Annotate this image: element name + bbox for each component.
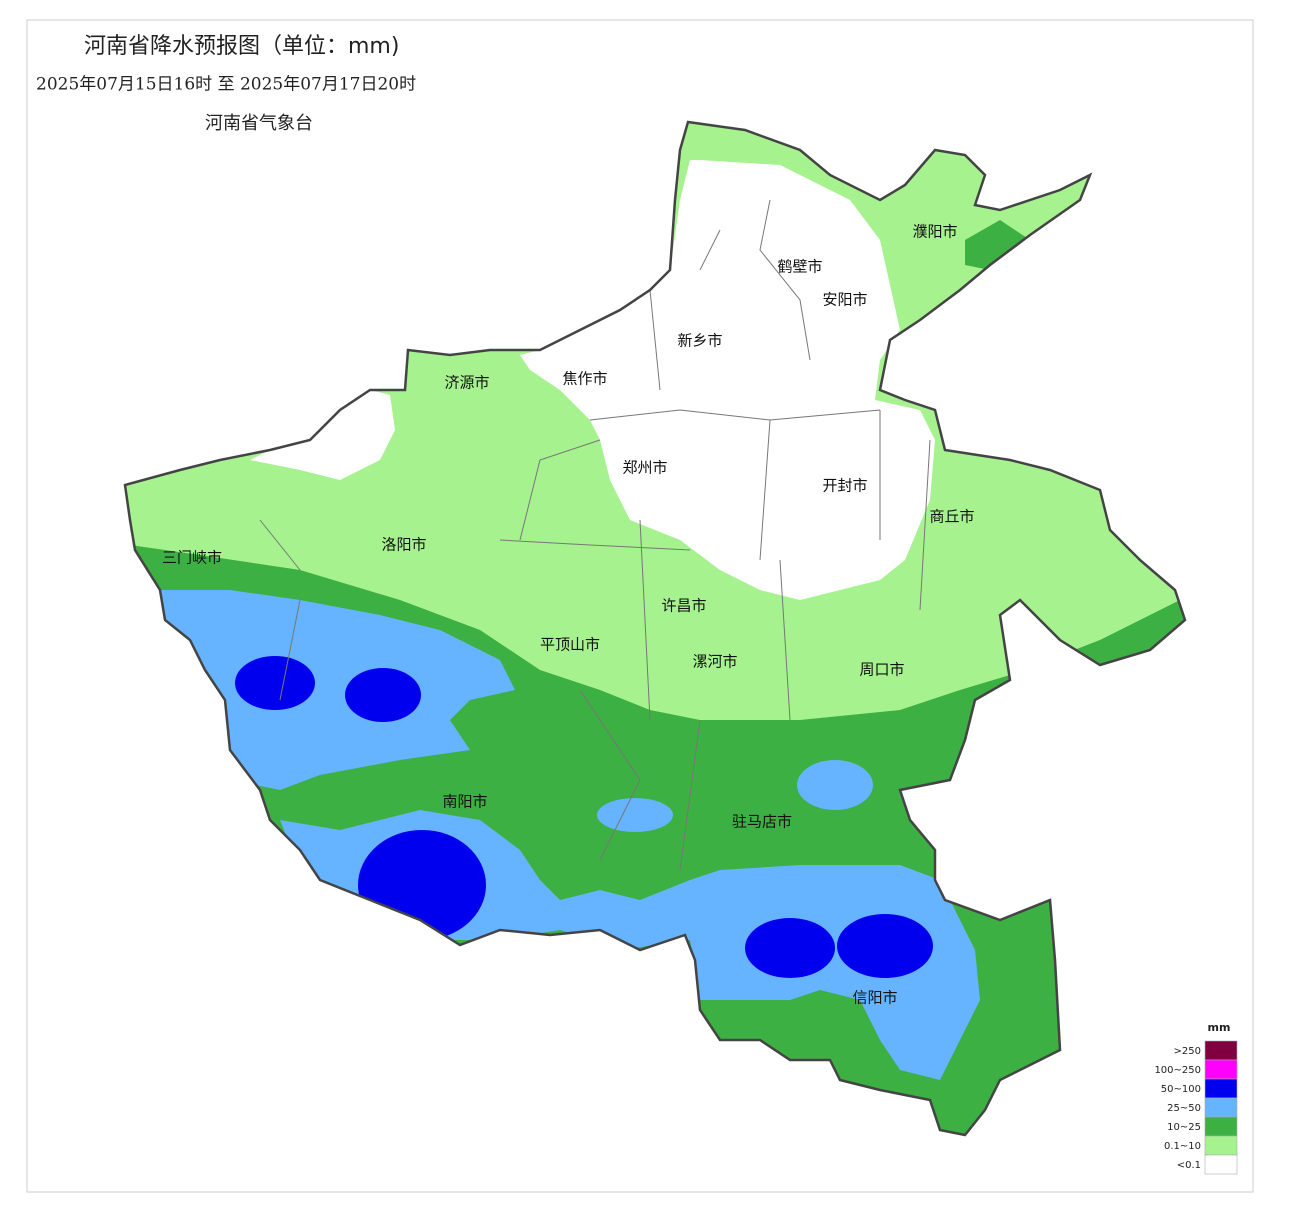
city-label: 信阳市 [852, 989, 897, 1007]
legend-swatch [1204, 1059, 1238, 1080]
legend-label: 10~25 [1167, 1122, 1201, 1133]
legend-label: 100~250 [1154, 1065, 1201, 1076]
city-label: 驻马店市 [732, 813, 792, 831]
zone-no-rain [250, 390, 395, 480]
zone-heavy-rain [797, 760, 873, 810]
legend-label: >250 [1174, 1046, 1201, 1057]
city-label: 开封市 [822, 477, 867, 495]
zone-moderate-rain [965, 220, 1030, 270]
issuer: 河南省气象台 [205, 113, 313, 134]
legend-swatch [1204, 1040, 1238, 1061]
city-label: 平顶山市 [540, 636, 600, 654]
legend-label: <0.1 [1177, 1160, 1201, 1171]
legend-swatch [1204, 1135, 1238, 1156]
legend-label: 0.1~10 [1164, 1141, 1201, 1152]
legend-swatch [1204, 1116, 1238, 1137]
zone-rainstorm [745, 918, 835, 978]
zone-rainstorm [235, 656, 315, 710]
city-label: 济源市 [444, 374, 489, 392]
city-label: 南阳市 [442, 793, 487, 811]
map-title: 河南省降水预报图（单位：mm) [84, 34, 399, 59]
legend-unit: mm [1208, 1021, 1231, 1034]
city-label: 鹤壁市 [777, 258, 822, 276]
city-label: 郑州市 [622, 459, 667, 477]
zone-rainstorm [345, 668, 421, 722]
city-label: 新乡市 [677, 332, 722, 350]
legend-label: 50~100 [1161, 1084, 1201, 1095]
legend: mm >250 100~250 50~100 25~50 10~25 0.1~10 <0.1 [1154, 1021, 1238, 1175]
legend-swatch [1204, 1097, 1238, 1118]
zone-rainstorm [837, 914, 933, 978]
city-label: 三门峡市 [162, 549, 222, 567]
zone-heavy-rain [150, 590, 515, 790]
legend-label: 25~50 [1167, 1103, 1201, 1114]
forecast-period: 2025年07月15日16时 至 2025年07月17日20时 [36, 75, 416, 95]
legend-swatch [1204, 1154, 1238, 1175]
legend-swatch [1204, 1078, 1238, 1099]
city-labels: 濮阳市 鹤壁市 安阳市 新乡市 济源市 焦作市 郑州市 开封市 商丘市 洛阳市 … [162, 223, 975, 1007]
zone-no-rain [520, 160, 935, 600]
city-label: 周口市 [859, 661, 904, 679]
city-label: 濮阳市 [912, 223, 957, 241]
city-label: 洛阳市 [381, 536, 426, 554]
city-label: 商丘市 [929, 508, 974, 526]
city-label: 焦作市 [562, 370, 607, 388]
zone-heavy-rain [597, 798, 673, 832]
city-label: 安阳市 [822, 291, 867, 309]
city-label: 漯河市 [692, 653, 737, 671]
city-borders [259, 199, 931, 871]
city-label: 许昌市 [661, 597, 706, 615]
